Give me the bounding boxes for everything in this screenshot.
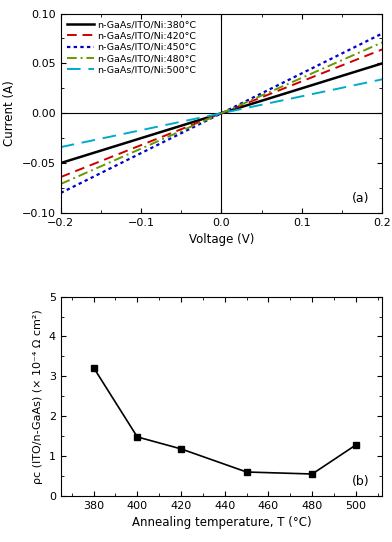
n-GaAs/ITO/Ni:480°C <box>290 79 295 85</box>
n-GaAs/ITO/Ni:480°C <box>261 92 265 98</box>
n-GaAs/ITO/Ni:480°C <box>292 78 297 85</box>
n-GaAs/ITO/Ni:500°C <box>292 95 297 101</box>
n-GaAs/ITO/Ni:500°C <box>290 95 295 101</box>
Line: n-GaAs/ITO/Ni:420°C: n-GaAs/ITO/Ni:420°C <box>61 49 382 177</box>
Line: n-GaAs/ITO/Ni:380°C: n-GaAs/ITO/Ni:380°C <box>61 63 382 163</box>
Y-axis label: Current (A): Current (A) <box>4 80 16 146</box>
Text: (b): (b) <box>352 475 369 488</box>
n-GaAs/ITO/Ni:380°C <box>186 120 191 127</box>
n-GaAs/ITO/Ni:420°C <box>290 82 295 88</box>
n-GaAs/ITO/Ni:500°C <box>380 76 385 82</box>
Text: (a): (a) <box>352 192 369 205</box>
n-GaAs/ITO/Ni:420°C <box>292 81 297 87</box>
n-GaAs/ITO/Ni:420°C <box>58 174 63 180</box>
X-axis label: Voltage (V): Voltage (V) <box>189 233 254 246</box>
n-GaAs/ITO/Ni:500°C <box>58 144 63 150</box>
n-GaAs/ITO/Ni:480°C <box>186 125 191 131</box>
n-GaAs/ITO/Ni:380°C <box>97 148 102 154</box>
n-GaAs/ITO/Ni:380°C <box>290 88 295 94</box>
n-GaAs/ITO/Ni:380°C <box>58 160 63 166</box>
n-GaAs/ITO/Ni:450°C <box>290 75 295 81</box>
n-GaAs/ITO/Ni:500°C <box>261 101 265 108</box>
n-GaAs/ITO/Ni:500°C <box>186 117 191 124</box>
n-GaAs/ITO/Ni:450°C <box>186 126 191 133</box>
Line: n-GaAs/ITO/Ni:500°C: n-GaAs/ITO/Ni:500°C <box>61 79 382 147</box>
Line: n-GaAs/ITO/Ni:450°C: n-GaAs/ITO/Ni:450°C <box>61 34 382 193</box>
n-GaAs/ITO/Ni:480°C <box>163 134 168 141</box>
n-GaAs/ITO/Ni:480°C <box>380 39 385 46</box>
n-GaAs/ITO/Ni:450°C <box>292 74 297 80</box>
n-GaAs/ITO/Ni:380°C <box>380 60 385 67</box>
n-GaAs/ITO/Ni:420°C <box>261 94 265 100</box>
n-GaAs/ITO/Ni:380°C <box>163 127 168 134</box>
n-GaAs/ITO/Ni:420°C <box>186 123 191 130</box>
n-GaAs/ITO/Ni:420°C <box>163 132 168 139</box>
n-GaAs/ITO/Ni:450°C <box>261 89 265 96</box>
n-GaAs/ITO/Ni:480°C <box>97 164 102 170</box>
n-GaAs/ITO/Ni:450°C <box>163 138 168 144</box>
n-GaAs/ITO/Ni:420°C <box>380 46 385 53</box>
n-GaAs/ITO/Ni:500°C <box>97 136 102 142</box>
Line: n-GaAs/ITO/Ni:480°C: n-GaAs/ITO/Ni:480°C <box>61 42 382 184</box>
n-GaAs/ITO/Ni:450°C <box>97 171 102 177</box>
n-GaAs/ITO/Ni:420°C <box>97 158 102 165</box>
X-axis label: Annealing temperature, T (°C): Annealing temperature, T (°C) <box>132 517 311 530</box>
n-GaAs/ITO/Ni:380°C <box>292 87 297 94</box>
Legend: n-GaAs/ITO/Ni:380°C, n-GaAs/ITO/Ni:420°C, n-GaAs/ITO/Ni:450°C, n-GaAs/ITO/Ni:480: n-GaAs/ITO/Ni:380°C, n-GaAs/ITO/Ni:420°C… <box>64 16 200 79</box>
Y-axis label: ρc (ITO/n-GaAs) (× 10⁻⁴ Ω cm²): ρc (ITO/n-GaAs) (× 10⁻⁴ Ω cm²) <box>33 309 43 483</box>
n-GaAs/ITO/Ni:500°C <box>163 122 168 128</box>
n-GaAs/ITO/Ni:450°C <box>380 30 385 37</box>
n-GaAs/ITO/Ni:480°C <box>58 180 63 187</box>
n-GaAs/ITO/Ni:450°C <box>58 190 63 196</box>
n-GaAs/ITO/Ni:380°C <box>261 97 265 104</box>
